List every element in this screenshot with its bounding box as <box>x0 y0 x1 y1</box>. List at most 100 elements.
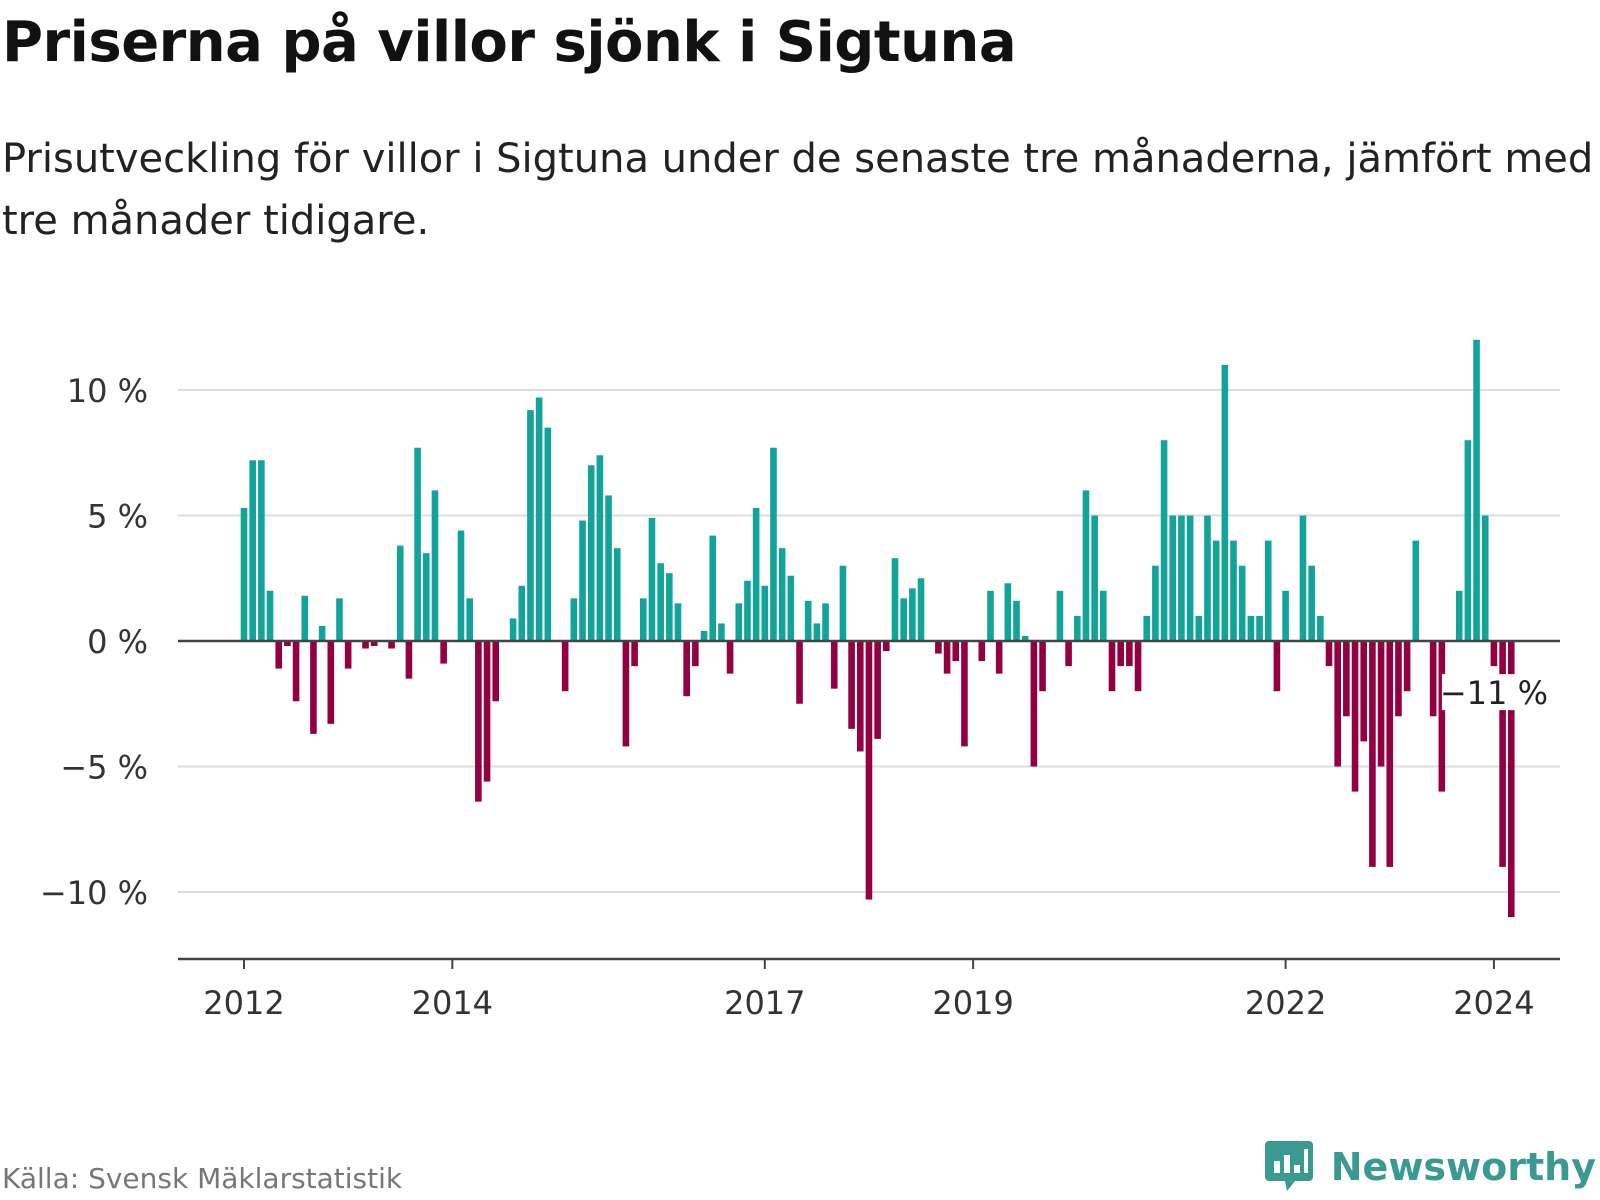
bar <box>284 641 291 647</box>
bar <box>1507 641 1515 918</box>
bar <box>509 618 517 641</box>
bar <box>1360 641 1368 742</box>
bar <box>692 641 699 667</box>
bar <box>1152 565 1159 641</box>
bar <box>1065 641 1072 667</box>
bar <box>1108 641 1116 692</box>
bar <box>301 595 309 641</box>
bar <box>1308 565 1315 641</box>
bar <box>310 641 317 734</box>
bar <box>1395 641 1402 717</box>
bar <box>709 535 717 641</box>
bar <box>952 641 960 662</box>
bar <box>1204 515 1211 641</box>
bar <box>414 447 421 641</box>
bar <box>370 641 378 647</box>
bar <box>752 507 760 641</box>
bar <box>735 603 743 641</box>
bar <box>1178 515 1185 641</box>
bar <box>1169 515 1177 641</box>
bar <box>848 641 855 729</box>
bar <box>995 641 1003 674</box>
x-tick-label: 2012 <box>203 984 284 1022</box>
x-tick-label: 2017 <box>724 984 805 1022</box>
bar <box>1464 440 1472 641</box>
bar <box>874 641 881 739</box>
bar <box>1030 641 1038 767</box>
bar <box>683 641 690 697</box>
newsworthy-logo: Newsworthy <box>1264 1141 1596 1192</box>
bar <box>475 641 482 802</box>
bar <box>1134 641 1142 692</box>
bar <box>1238 565 1246 641</box>
bar <box>1126 641 1133 667</box>
y-tick-label: −5 % <box>60 749 148 787</box>
bar <box>422 553 430 641</box>
y-tick-label: −10 % <box>40 874 148 912</box>
bar <box>1082 490 1090 641</box>
chart-title: Priserna på villor sjönk i Sigtuna <box>2 10 1017 75</box>
bar <box>666 573 673 641</box>
bar <box>1325 641 1333 667</box>
bar <box>1247 615 1255 641</box>
bar <box>804 600 812 641</box>
y-tick-label: 0 % <box>87 623 148 661</box>
bar <box>839 565 847 641</box>
bar <box>396 545 404 641</box>
bar <box>275 641 283 669</box>
bar <box>587 465 595 641</box>
bar <box>718 623 725 641</box>
bar <box>249 460 256 641</box>
bar <box>518 585 526 641</box>
bar <box>1351 641 1359 792</box>
y-tick-label: 5 % <box>87 498 148 536</box>
bar <box>605 495 612 641</box>
bar <box>527 410 534 641</box>
bar <box>796 641 803 704</box>
bar <box>1221 364 1229 641</box>
bar <box>1412 540 1420 641</box>
bar <box>1212 540 1220 641</box>
bar <box>1039 641 1046 692</box>
bar <box>1377 641 1385 767</box>
bar <box>1429 641 1437 717</box>
bar <box>240 507 248 641</box>
bar <box>674 603 682 641</box>
bar <box>1073 615 1081 641</box>
bar <box>535 397 543 641</box>
y-tick-label: 10 % <box>67 372 148 410</box>
bar <box>1100 590 1107 641</box>
bar <box>579 520 586 641</box>
bar <box>883 641 890 652</box>
bar <box>292 641 300 702</box>
bar <box>813 623 821 641</box>
bar <box>318 625 326 641</box>
bar <box>726 641 734 674</box>
bar <box>1186 515 1194 641</box>
bar <box>909 588 916 641</box>
bar <box>1369 641 1376 867</box>
bar <box>648 518 656 641</box>
bar <box>761 585 769 641</box>
source-note: Källa: Svensk Mäklarstatistik <box>2 1162 403 1195</box>
bars <box>240 339 1515 918</box>
bar <box>1013 600 1020 641</box>
bar <box>961 641 968 747</box>
bar <box>1004 583 1012 641</box>
bar <box>744 580 751 641</box>
bar <box>431 490 439 641</box>
bar <box>770 447 777 641</box>
axes <box>178 639 1560 969</box>
bar <box>570 598 578 641</box>
bar <box>1455 590 1463 641</box>
newsworthy-icon <box>1264 1141 1313 1191</box>
bar <box>787 575 795 641</box>
bar <box>1490 641 1498 667</box>
bar <box>1264 540 1272 641</box>
bar <box>1386 641 1394 867</box>
bar <box>596 455 604 641</box>
bar <box>440 641 447 664</box>
bar <box>258 460 265 641</box>
bar <box>700 630 708 641</box>
bar <box>1273 641 1281 692</box>
